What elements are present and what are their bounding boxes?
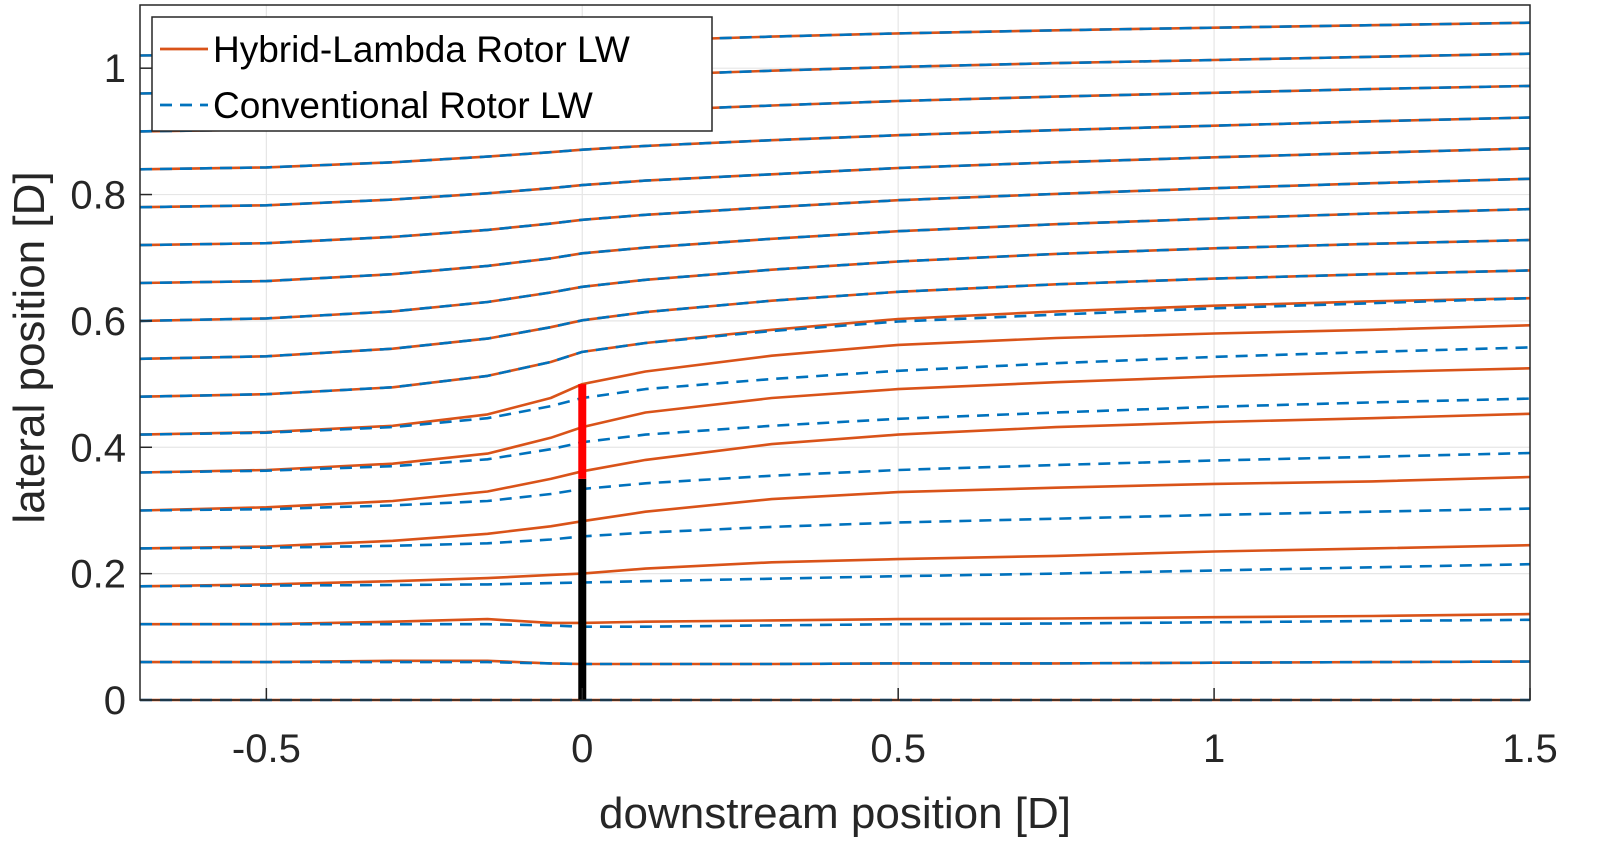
x-tick-label: 1 [1203, 727, 1225, 771]
hybrid-streamline-2 [140, 612, 1531, 626]
conventional-streamline-12 [139, 177, 1531, 247]
y-axis-ticks: 0 0.2 0.4 0.6 0.8 1 [70, 47, 152, 723]
conventional-streamline-11 [139, 207, 1531, 285]
conventional-streamline-10 [139, 238, 1531, 323]
legend-label-conventional: Conventional Rotor LW [213, 85, 593, 126]
conventional-streamline-1 [140, 660, 1531, 666]
x-tick-label: 0.5 [870, 727, 926, 771]
hybrid-streamline-6 [139, 367, 1531, 474]
hybrid-streamline-3 [139, 543, 1531, 588]
conventional-streamline-14 [139, 116, 1531, 171]
conventional-streamline-2 [140, 618, 1531, 629]
conventional-streamline-5 [139, 451, 1531, 512]
conventional-streamline-3 [139, 562, 1531, 588]
y-tick-label: 0.6 [70, 300, 126, 344]
y-tick-label: 0 [104, 679, 126, 723]
legend: Hybrid-Lambda Rotor LW Conventional Roto… [151, 16, 713, 132]
y-axis-label: lateral position [D] [5, 171, 54, 523]
y-tick-label: 0.4 [70, 426, 126, 470]
plot-frame [139, 4, 1531, 701]
legend-label-hybrid: Hybrid-Lambda Rotor LW [213, 29, 630, 70]
x-tick-label: -0.5 [232, 727, 301, 771]
conventional-streamline-4 [139, 507, 1531, 550]
conventional-streamline-7 [139, 346, 1531, 436]
x-tick-label: 0 [571, 727, 593, 771]
legend-box [151, 16, 713, 132]
conventional-streamline-6 [139, 397, 1531, 474]
y-tick-label: 0.8 [70, 174, 126, 218]
conventional-streamline-13 [139, 147, 1531, 209]
x-axis-ticks: -0.5 0 0.5 1 1.5 [232, 688, 1558, 771]
conventional-streamline-8 [139, 296, 1531, 398]
x-tick-label: 1.5 [1502, 727, 1558, 771]
y-tick-label: 1 [104, 47, 126, 91]
hybrid-streamline-4 [139, 475, 1531, 550]
hybrid-streamline-5 [139, 412, 1531, 512]
hybrid-streamline-7 [139, 324, 1531, 436]
conventional-streamline-9 [139, 269, 1531, 361]
x-axis-label: downstream position [D] [599, 789, 1071, 838]
y-tick-label: 0.2 [70, 553, 126, 597]
